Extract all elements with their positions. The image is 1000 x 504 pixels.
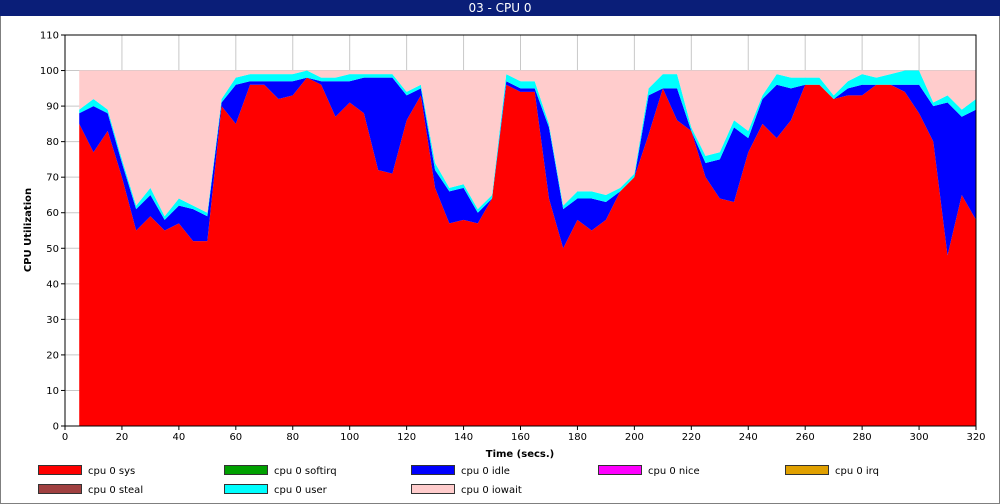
- legend-swatch: [224, 484, 268, 494]
- legend-swatch: [598, 465, 642, 475]
- x-tick-label: 40: [173, 432, 186, 443]
- legend-swatch: [224, 465, 268, 475]
- legend-label: cpu 0 irq: [835, 466, 879, 477]
- legend: cpu 0 sys cpu 0 softirq cpu 0 idle cpu 0 ni…: [0, 462, 1000, 502]
- x-tick-label: 320: [966, 432, 985, 443]
- cpu-chart: 0 20 40 60 80 100 120 140 160 180 200 220 240 260 280 3…: [23, 31, 986, 461]
- y-tick-label: 30: [46, 315, 59, 326]
- legend-label: cpu 0 sys: [88, 466, 136, 477]
- legend-swatch: [411, 484, 455, 494]
- legend-label: cpu 0 iowait: [461, 485, 522, 496]
- legend-item: cpu 0 nice: [598, 465, 700, 480]
- legend-swatch: [411, 465, 455, 475]
- legend-label: cpu 0 softirq: [274, 466, 337, 477]
- x-tick-label: 0: [62, 432, 68, 443]
- area-series-cpu-0-sys: [79, 77, 977, 427]
- y-tick-label: 10: [46, 386, 59, 397]
- axes: 0 20 40 60 80 100 120 140 160 180 200 220 240 260 280 3…: [40, 31, 986, 444]
- legend-swatch: [38, 465, 82, 475]
- legend-label: cpu 0 steal: [88, 485, 144, 496]
- legend-item: cpu 0 user: [224, 484, 327, 499]
- legend-label: cpu 0 idle: [461, 466, 510, 477]
- x-tick-label: 240: [739, 432, 758, 443]
- x-tick-label: 80: [286, 432, 299, 443]
- y-tick-label: 60: [46, 208, 59, 219]
- legend-item: cpu 0 softirq: [224, 465, 337, 480]
- y-tick-label: 40: [46, 279, 59, 290]
- x-tick-label: 60: [229, 432, 242, 443]
- y-tick-label: 0: [53, 422, 59, 433]
- y-tick-label: 80: [46, 137, 59, 148]
- x-tick-label: 120: [397, 432, 416, 443]
- y-tick-label: 50: [46, 244, 59, 255]
- area-series-cpu-0-iowait: [79, 70, 977, 217]
- legend-swatch: [38, 484, 82, 494]
- x-tick-label: 160: [511, 432, 530, 443]
- x-tick-label: 180: [568, 432, 587, 443]
- x-tick-label: 220: [682, 432, 701, 443]
- legend-item: cpu 0 steal: [38, 484, 144, 499]
- window-title: 03 - CPU 0: [0, 0, 1000, 16]
- legend-label: cpu 0 nice: [648, 466, 700, 477]
- x-tick-label: 100: [340, 432, 359, 443]
- x-tick-label: 200: [625, 432, 644, 443]
- legend-item: cpu 0 irq: [785, 465, 879, 480]
- y-tick-label: 90: [46, 102, 59, 113]
- x-tick-label: 140: [454, 432, 473, 443]
- legend-swatch: [785, 465, 829, 475]
- x-tick-label: 280: [853, 432, 872, 443]
- y-axis-label: CPU Utilization: [23, 188, 34, 272]
- x-axis-label: Time (secs.): [486, 449, 555, 460]
- stacked-areas: [79, 70, 977, 427]
- legend-item: cpu 0 sys: [38, 465, 136, 480]
- y-tick-label: 20: [46, 350, 59, 361]
- legend-item: cpu 0 idle: [411, 465, 510, 480]
- y-tick-label: 110: [40, 31, 59, 42]
- y-tick-label: 100: [40, 66, 59, 77]
- legend-label: cpu 0 user: [274, 485, 327, 496]
- legend-item: cpu 0 iowait: [411, 484, 522, 499]
- x-tick-label: 300: [910, 432, 929, 443]
- y-tick-label: 70: [46, 173, 59, 184]
- x-tick-label: 20: [116, 432, 129, 443]
- x-tick-label: 260: [796, 432, 815, 443]
